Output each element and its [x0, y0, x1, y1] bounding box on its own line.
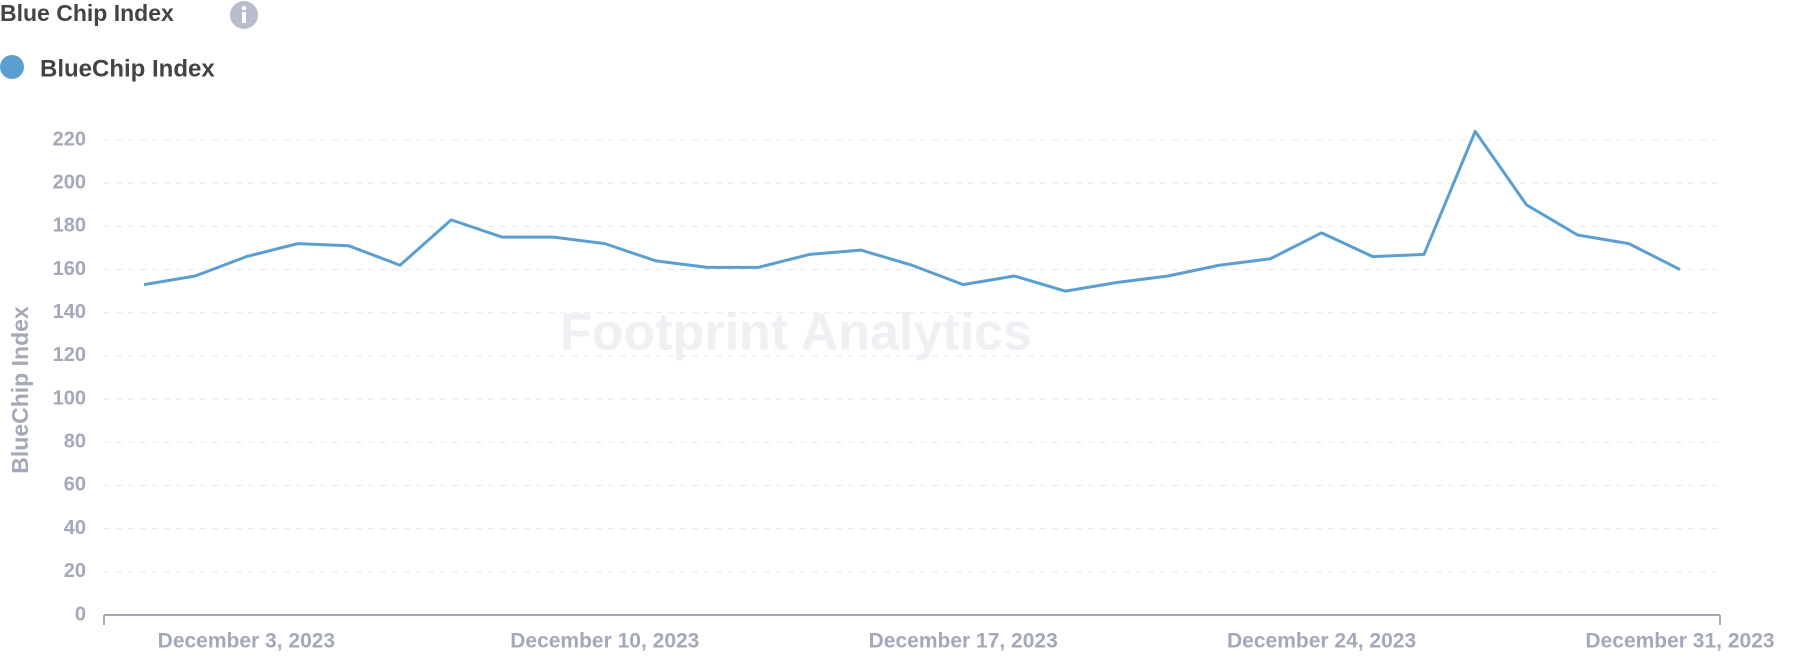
y-tick-label: 0 [75, 603, 86, 625]
x-tick-label: December 10, 2023 [510, 630, 699, 653]
legend-marker [0, 55, 24, 79]
y-tick-label: 120 [53, 344, 86, 366]
watermark: Footprint Analytics [560, 304, 1032, 362]
y-tick-label: 200 [53, 171, 86, 193]
y-tick-label: 100 [53, 387, 86, 409]
line [143, 129, 1681, 293]
y-tick-label: 140 [53, 301, 86, 323]
info-icon[interactable] [230, 1, 258, 29]
y-tick-label: 180 [53, 215, 86, 237]
y-tick-label: 220 [53, 128, 86, 150]
y-tick-label: 160 [53, 258, 86, 280]
y-tick-label: 40 [64, 517, 86, 539]
x-tick-label: December 17, 2023 [869, 630, 1058, 653]
x-tick-label: December 31, 2023 [1585, 630, 1774, 653]
y-tick-label: 80 [64, 431, 86, 453]
y-axis-label: BlueChip Index [7, 306, 33, 474]
y-tick-label: 20 [64, 560, 86, 582]
chart-title: Blue Chip Index [0, 0, 174, 26]
x-tick-label: December 3, 2023 [158, 630, 335, 653]
y-tick-label: 60 [64, 474, 86, 496]
x-tick-label: December 24, 2023 [1227, 630, 1416, 653]
legend-label: BlueChip Index [40, 55, 215, 82]
